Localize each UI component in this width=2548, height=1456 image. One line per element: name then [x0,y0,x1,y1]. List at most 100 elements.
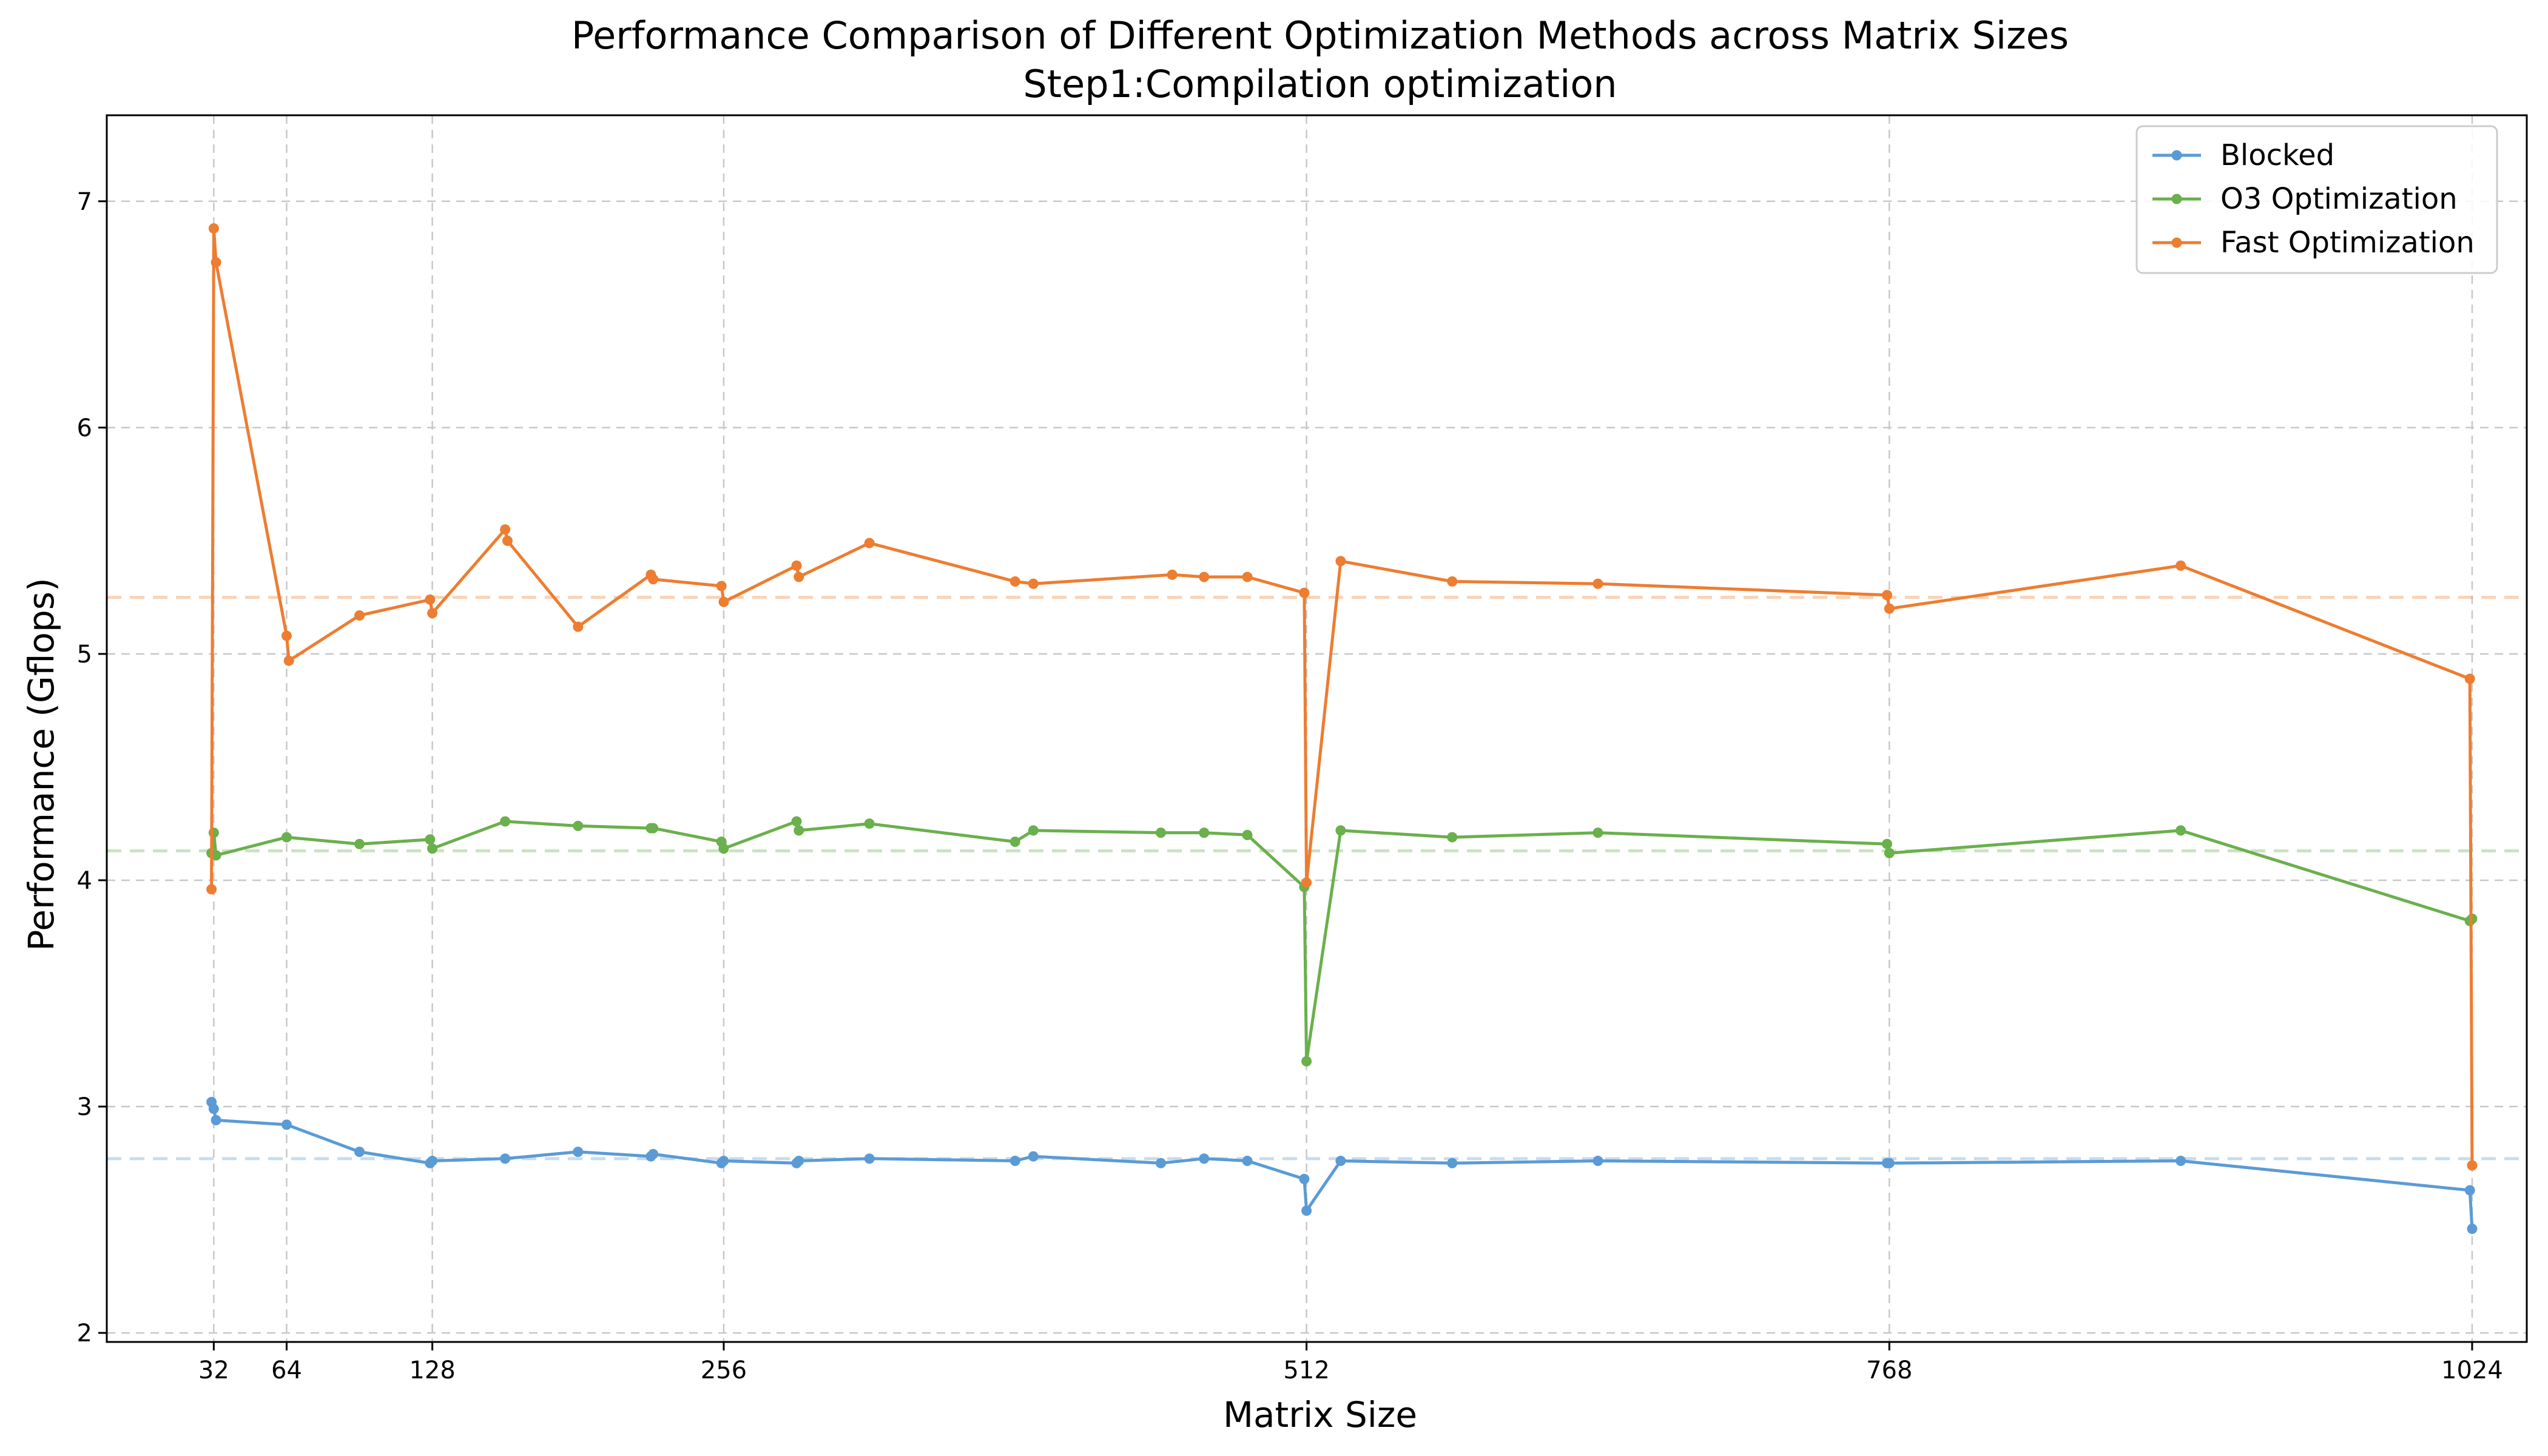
x-tick-label: 32 [198,1357,229,1384]
data-point [281,630,292,641]
y-tick-label: 3 [77,1093,92,1121]
data-point [1199,827,1210,838]
data-point [794,571,804,582]
legend-swatch-marker [2171,194,2182,204]
legend-item: Fast Optimization [2152,226,2475,260]
data-point [648,1148,659,1159]
series-layer [206,223,2478,1234]
data-point [716,581,727,592]
data-point [208,1104,219,1114]
data-point [1155,827,1166,838]
data-point [648,574,659,585]
series-line [210,227,2474,1166]
data-point [1009,576,1020,587]
data-point [1028,825,1039,836]
data-point [1242,1156,1253,1167]
data-point [354,1147,365,1158]
legend-label: Fast Optimization [2220,226,2475,260]
legend-item: O3 Optimization [2152,182,2458,216]
legend-label: O3 Optimization [2220,182,2458,216]
legend-item: Blocked [2152,138,2334,172]
data-point [427,843,438,854]
data-point [500,524,511,535]
y-tick-label: 2 [77,1320,92,1347]
data-point [1167,569,1178,580]
data-point [1335,1156,1346,1167]
data-point [791,816,802,827]
series-fast-optimization [206,223,2478,1171]
data-point [1592,827,1603,838]
x-axis-label: Matrix Size [1223,1394,1417,1435]
data-point [427,1156,438,1167]
data-point [1592,1156,1603,1167]
data-point [425,594,436,605]
data-point [283,655,294,666]
x-tick-label: 256 [701,1357,747,1384]
plot-frame [106,114,2528,1343]
data-point [573,820,584,831]
data-point [1335,825,1346,836]
data-point [718,1156,729,1167]
data-point [2176,1156,2186,1167]
data-point [573,1147,584,1158]
data-point [1882,590,1893,601]
data-point [2464,673,2475,684]
series-blocked [206,1097,2478,1234]
data-point [500,816,511,827]
data-point [1301,1205,1312,1216]
x-tick-label: 64 [271,1357,302,1384]
data-point [1882,838,1893,849]
data-point [1301,1056,1312,1067]
data-point [281,832,292,843]
data-point [1009,837,1020,848]
data-point [354,610,365,621]
data-point [718,596,729,607]
data-point [354,838,365,849]
data-point [648,823,659,834]
data-point [1199,571,1210,582]
data-point [573,621,584,632]
data-point [211,1114,221,1125]
chart-title: Performance Comparison of Different Opti… [571,13,2069,58]
data-point [206,884,217,895]
data-point [1884,848,1895,858]
data-point [794,1156,804,1167]
data-point [1028,1151,1039,1162]
data-point [1242,571,1253,582]
legend-swatch-marker [2171,150,2182,161]
x-tick-label: 768 [1866,1357,1912,1384]
legend: Blocked O3 Optimization Fast Optimization [2135,125,2498,274]
series-line [210,820,2473,1063]
y-tick-label: 7 [77,188,92,216]
data-point [1299,587,1310,598]
series-o3-optimization [206,816,2478,1067]
data-point [425,834,436,845]
data-point [2467,1160,2478,1171]
y-tick-label: 5 [77,641,92,669]
legend-label: Blocked [2220,138,2334,172]
data-point [2176,560,2186,571]
data-point [718,843,729,854]
data-point [864,538,875,548]
data-point [1592,578,1603,589]
data-point [1447,1158,1458,1168]
data-point [502,535,513,546]
data-point [1335,556,1346,567]
data-point [1447,832,1458,843]
data-point [1242,829,1253,840]
data-point [1447,576,1458,587]
data-point [211,850,221,861]
data-point [427,608,438,619]
y-axis-label: Performance (Gflops) [21,578,62,951]
x-tick-label: 1024 [2441,1357,2503,1384]
chart-subtitle: Step1:Compilation optimization [1023,62,1617,106]
data-point [1884,1158,1895,1168]
data-point [791,560,802,571]
x-axis-ticks: 32 64 128 256 512 768 1024 [198,1342,2503,1384]
data-point [2467,1223,2478,1234]
x-tick-label: 512 [1283,1357,1329,1384]
data-point [211,257,221,268]
legend-swatch-marker [2171,237,2182,248]
x-tick-label: 128 [409,1357,455,1384]
